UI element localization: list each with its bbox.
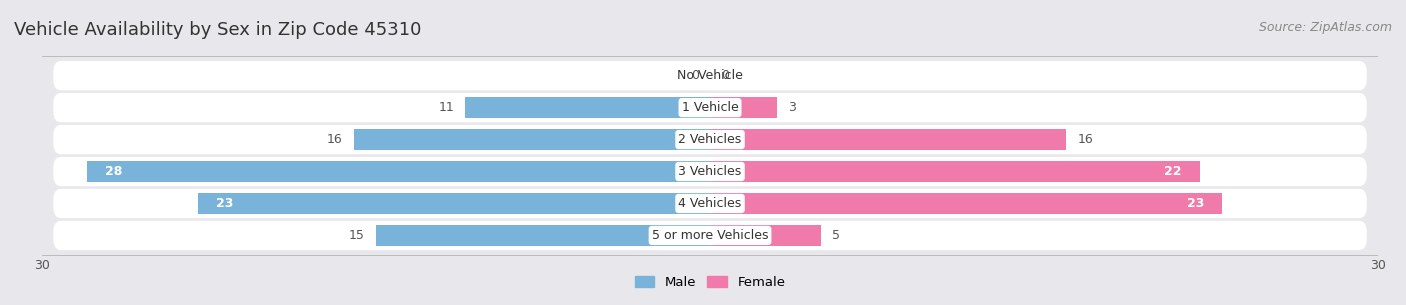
Text: No Vehicle: No Vehicle bbox=[678, 69, 742, 82]
Bar bbox=[710, 129, 1066, 150]
FancyBboxPatch shape bbox=[53, 125, 1367, 154]
Text: 0: 0 bbox=[721, 69, 730, 82]
FancyBboxPatch shape bbox=[53, 157, 1367, 186]
Text: 4 Vehicles: 4 Vehicles bbox=[679, 197, 741, 210]
Text: 16: 16 bbox=[328, 133, 343, 146]
Bar bbox=[375, 224, 710, 246]
Text: 3: 3 bbox=[787, 101, 796, 114]
Text: Vehicle Availability by Sex in Zip Code 45310: Vehicle Availability by Sex in Zip Code … bbox=[14, 21, 422, 39]
Bar bbox=[465, 97, 710, 118]
FancyBboxPatch shape bbox=[53, 189, 1367, 218]
Text: 23: 23 bbox=[1187, 197, 1204, 210]
Bar bbox=[710, 161, 1199, 182]
Text: 22: 22 bbox=[1164, 165, 1182, 178]
Bar bbox=[354, 129, 710, 150]
Text: 2 Vehicles: 2 Vehicles bbox=[679, 133, 741, 146]
FancyBboxPatch shape bbox=[53, 93, 1367, 122]
Bar bbox=[710, 97, 776, 118]
Legend: Male, Female: Male, Female bbox=[630, 270, 790, 294]
Text: 3 Vehicles: 3 Vehicles bbox=[679, 165, 741, 178]
Text: 1 Vehicle: 1 Vehicle bbox=[682, 101, 738, 114]
Text: 28: 28 bbox=[104, 165, 122, 178]
Text: Source: ZipAtlas.com: Source: ZipAtlas.com bbox=[1258, 21, 1392, 34]
Text: 0: 0 bbox=[690, 69, 699, 82]
Text: 15: 15 bbox=[349, 229, 366, 242]
Bar bbox=[710, 224, 821, 246]
Text: 11: 11 bbox=[439, 101, 454, 114]
Text: 5: 5 bbox=[832, 229, 841, 242]
Bar bbox=[87, 161, 710, 182]
FancyBboxPatch shape bbox=[53, 61, 1367, 90]
FancyBboxPatch shape bbox=[53, 221, 1367, 250]
Text: 16: 16 bbox=[1077, 133, 1092, 146]
Text: 23: 23 bbox=[217, 197, 233, 210]
Bar bbox=[198, 193, 710, 214]
Bar bbox=[710, 193, 1222, 214]
Text: 5 or more Vehicles: 5 or more Vehicles bbox=[652, 229, 768, 242]
